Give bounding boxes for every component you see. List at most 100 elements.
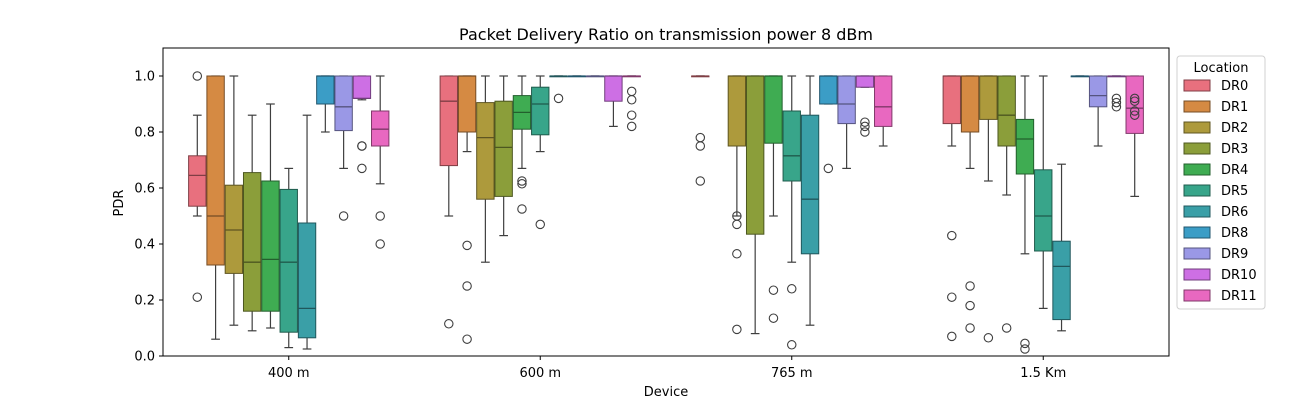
box-DR10-765m [855, 75, 875, 137]
outlier-point [626, 95, 637, 105]
box-DR0-400m [188, 71, 207, 302]
outlier-point [553, 93, 564, 104]
box-DR6-1.5km [1052, 163, 1071, 332]
y-tick-label: 0.6 [134, 182, 155, 197]
box-iqr [242, 172, 262, 312]
box-DR2-765m [727, 75, 747, 335]
outlier-point [965, 281, 975, 291]
legend-label: DR8 [1221, 226, 1248, 241]
box-iqr [1088, 75, 1108, 108]
outlier-point [192, 71, 203, 81]
box-DR10-1.5km [1107, 75, 1126, 112]
box-DR5-600m [531, 75, 550, 230]
box-DR2-1.5km [979, 75, 998, 343]
outlier-point [947, 331, 957, 342]
outlier-point [535, 219, 545, 230]
box-iqr [261, 180, 280, 312]
box-iqr [1052, 240, 1071, 321]
outlier-point [1129, 96, 1140, 106]
box-DR4-400m [261, 103, 280, 329]
outlier-point [192, 292, 203, 302]
box-iqr [279, 188, 298, 333]
box-iqr [1015, 118, 1035, 175]
outlier-point [965, 323, 975, 333]
box-DR6-600m [549, 75, 568, 104]
box-iqr [604, 75, 623, 102]
box-iqr [727, 75, 747, 147]
outlier-point [823, 163, 834, 174]
legend-item-dr10: DR10 [1183, 268, 1257, 283]
outlier-point [517, 176, 527, 186]
box-DR1-400m [206, 75, 225, 340]
box-DR2-400m [224, 75, 244, 326]
box-iqr [457, 75, 477, 133]
box-DR8-1.5km [1070, 75, 1090, 78]
outlier-point [732, 249, 742, 259]
outlier-point [357, 141, 367, 151]
legend-swatch [1183, 268, 1211, 281]
box-iqr [476, 102, 495, 200]
box-DR5-400m [279, 167, 298, 349]
legend-item-dr0: DR0 [1183, 79, 1248, 94]
outlier-point [517, 179, 527, 189]
legend-swatch [1183, 289, 1211, 302]
box-DR0-1.5km [942, 75, 961, 342]
legend-item-dr1: DR1 [1183, 100, 1248, 115]
legend-label: DR11 [1221, 289, 1257, 304]
box-iqr [206, 75, 225, 266]
outlier-point [860, 121, 870, 132]
legend-label: DR0 [1221, 79, 1248, 94]
box-DR11-1.5km [1125, 75, 1144, 197]
x-tick-label: 765 m [771, 366, 813, 381]
box-DR8-400m [316, 75, 335, 133]
box-iqr [874, 75, 893, 127]
outlier-point [695, 141, 706, 151]
outlier-point [462, 334, 472, 344]
box-iqr [1034, 169, 1053, 252]
box-DR1-1.5km [960, 75, 980, 333]
box-iqr [494, 100, 513, 197]
box-layer [188, 71, 1144, 354]
outlier-point [1129, 110, 1140, 120]
y-tick-label: 0.4 [134, 238, 155, 253]
box-DR3-1.5km [997, 75, 1016, 333]
box-iqr [979, 75, 998, 120]
outlier-point [1020, 338, 1030, 349]
outlier-point [517, 204, 527, 214]
outlier-point [860, 127, 870, 137]
legend-frame [1176, 55, 1266, 310]
box-DR6-400m [297, 114, 317, 350]
legend-item-dr9: DR9 [1183, 247, 1248, 262]
box-iqr [800, 114, 820, 255]
outlier-point [965, 300, 975, 311]
box-DR9-400m [334, 75, 353, 221]
box-iqr [942, 75, 961, 125]
axes: 0.0 0.2 0.4 0.6 0.8 1.0 400 m 600 m 765 m 1.5 Km [134, 47, 1170, 381]
x-tick-label: 600 m [519, 366, 561, 381]
legend-swatch [1183, 247, 1211, 260]
legend-swatch [1183, 100, 1211, 113]
box-iqr [531, 86, 550, 136]
legend-item-dr2: DR2 [1183, 121, 1248, 136]
outlier-point [947, 230, 957, 241]
box-iqr [188, 155, 207, 207]
legend-swatch [1183, 184, 1211, 197]
outlier-point [1129, 106, 1140, 116]
outlier-point [695, 132, 706, 143]
outlier-point [786, 284, 797, 294]
box-iqr [782, 110, 801, 182]
x-axis-label: Device [644, 385, 688, 400]
box-DR8-600m [567, 75, 587, 78]
box-iqr [439, 75, 458, 167]
legend-swatch [1183, 226, 1211, 239]
legend-swatch [1183, 121, 1211, 134]
x-tick-label: 1.5 Km [1020, 366, 1066, 381]
outlier-point [357, 163, 367, 174]
outlier-point [375, 211, 385, 221]
outlier-point [626, 110, 637, 120]
box-DR9-600m [585, 75, 605, 78]
legend-label: DR10 [1221, 268, 1257, 283]
outlier-point [1111, 97, 1122, 108]
box-DR3-600m [494, 75, 513, 237]
